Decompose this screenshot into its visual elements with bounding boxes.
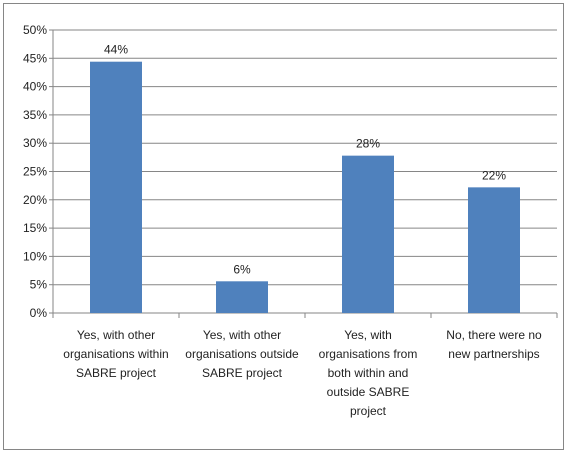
y-tick-label: 35% — [23, 108, 47, 122]
category-label: SABRE project — [76, 366, 157, 380]
category-label: organisations within — [63, 347, 168, 361]
category-label: both within and — [328, 366, 409, 380]
data-label: 22% — [482, 168, 506, 182]
y-tick-label: 10% — [23, 249, 47, 263]
bar — [90, 61, 142, 313]
category-label: organisations outside — [185, 347, 299, 361]
category-label: project — [350, 404, 387, 418]
category-label: Yes, with other — [77, 328, 155, 342]
y-tick-label: 45% — [23, 51, 47, 65]
data-label: 44% — [104, 43, 128, 57]
category-label: SABRE project — [202, 366, 283, 380]
y-tick-label: 5% — [30, 278, 48, 292]
data-label: 28% — [356, 137, 380, 151]
y-tick-label: 20% — [23, 193, 47, 207]
bar — [216, 281, 268, 313]
y-tick-label: 25% — [23, 165, 47, 179]
data-label: 6% — [233, 262, 251, 276]
category-label: outside SABRE — [327, 385, 410, 399]
y-tick-label: 0% — [30, 306, 48, 320]
category-label: Yes, with — [344, 328, 392, 342]
y-tick-label: 40% — [23, 80, 47, 94]
bar — [342, 155, 394, 313]
y-tick-label: 30% — [23, 136, 47, 150]
bar — [468, 187, 520, 313]
y-tick-label: 50% — [23, 23, 47, 37]
category-label: No, there were no — [446, 328, 542, 342]
category-label: new partnerships — [448, 347, 539, 361]
category-label: Yes, with other — [203, 328, 281, 342]
y-tick-label: 15% — [23, 221, 47, 235]
category-label: organisations from — [319, 347, 418, 361]
